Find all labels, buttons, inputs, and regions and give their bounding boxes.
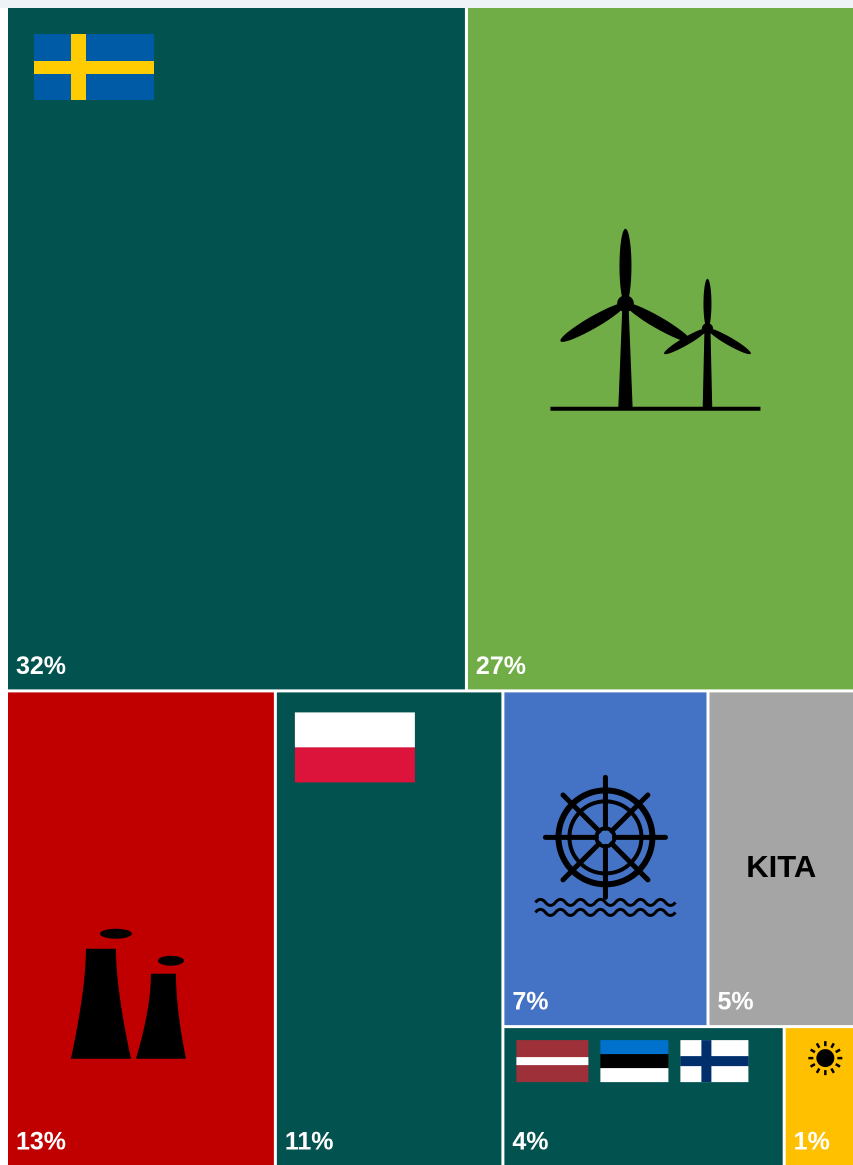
blade: [703, 278, 712, 329]
cooling-tower: [135, 973, 186, 1059]
flag-estonia: [600, 1068, 669, 1083]
tile-icon: [808, 1041, 843, 1076]
top-strip: [0, 0, 853, 8]
sun-ray: [809, 1063, 816, 1068]
sun: [816, 1049, 835, 1068]
value-label: 7%: [512, 988, 548, 1016]
value-label: 4%: [512, 1128, 548, 1156]
value-label: 11%: [285, 1128, 334, 1156]
tile-label: KITA: [746, 849, 816, 884]
blade: [625, 302, 691, 342]
flag-estonia: [600, 1054, 669, 1069]
sun-ray: [835, 1063, 841, 1068]
tile: [8, 692, 274, 1165]
wave: [534, 907, 677, 917]
flag-poland: [294, 747, 415, 783]
tower: [702, 328, 713, 409]
spoke: [560, 841, 602, 883]
flag-latvia: [516, 1057, 589, 1066]
value-label: 27%: [476, 652, 526, 680]
sun-ray: [835, 1048, 841, 1054]
flag-finland: [680, 1056, 749, 1067]
sun-ray: [830, 1067, 835, 1074]
tile-icon: [70, 928, 186, 1059]
blade: [707, 328, 751, 355]
value-label: 32%: [16, 652, 66, 680]
wave: [534, 897, 677, 907]
tile-icon: [516, 1040, 749, 1083]
spoke: [609, 841, 651, 883]
spoke: [560, 792, 602, 834]
tile: [785, 1028, 853, 1165]
tile: [467, 8, 853, 690]
sun-ray: [830, 1042, 835, 1049]
tile-icon: [34, 34, 154, 100]
sun-ray: [815, 1042, 821, 1049]
sun-ray: [815, 1067, 821, 1074]
value-label: 5%: [717, 988, 753, 1016]
flag-estonia: [600, 1040, 669, 1055]
sun-ray: [809, 1048, 816, 1054]
flag-poland: [294, 712, 415, 748]
value-label: 1%: [794, 1128, 830, 1156]
tile-icon: [534, 774, 677, 917]
steam: [99, 928, 132, 939]
steam: [157, 955, 184, 966]
spoke: [609, 792, 651, 834]
tile: [8, 8, 465, 690]
tile-icon: [294, 712, 415, 783]
blade: [619, 228, 632, 304]
tile: [709, 692, 853, 1026]
cooling-tower: [70, 948, 131, 1059]
blade: [664, 328, 708, 355]
tile-icon: [550, 228, 761, 411]
tower: [618, 303, 633, 409]
blade: [560, 302, 626, 342]
value-label: 13%: [16, 1128, 66, 1156]
flag-cross: [34, 61, 154, 74]
